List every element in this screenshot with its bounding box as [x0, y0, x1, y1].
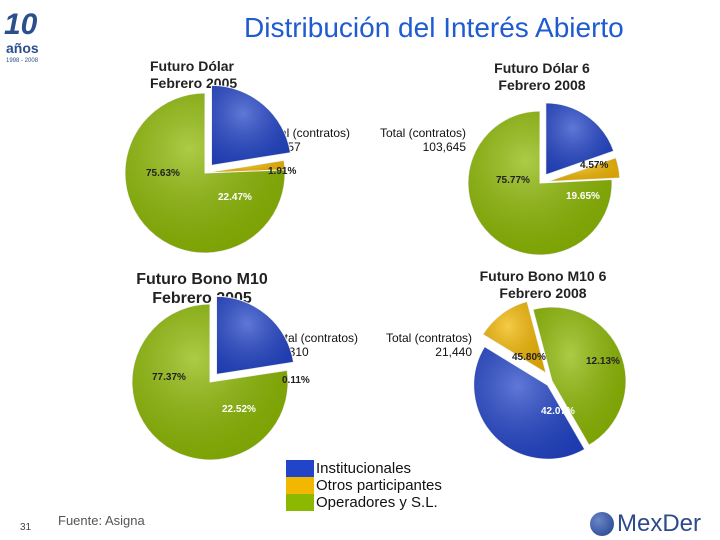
chart-title-dolar-2008: Futuro Dólar 6 Febrero 2008 — [494, 60, 590, 93]
label-b05-operadores: 77.37% — [152, 372, 186, 383]
total-label: Total (contratos) — [272, 331, 359, 345]
label-d05-institucionales: 22.47% — [218, 192, 252, 203]
chart-title-bono-2008: Futuro Bono M10 6 Febrero 2008 — [479, 268, 607, 301]
legend-label: Operadores y S.L. — [316, 494, 438, 511]
label-d08-otros: 4.57% — [580, 160, 609, 171]
page-title: Distribución del Interés Abierto — [244, 12, 624, 43]
pie-slice-shading — [547, 157, 620, 182]
legend-item-institucionales: Institucionales — [286, 460, 442, 477]
logo-number: 10 — [4, 8, 38, 41]
page-number: 31 — [20, 522, 32, 533]
pie-slice-shading — [132, 304, 288, 460]
pie-slice-shading — [545, 102, 614, 175]
pie-slice-shading — [532, 307, 626, 446]
anniversary-logo: 10 años 1998 - 2008 — [4, 8, 52, 66]
pie-slice-shading — [482, 301, 547, 373]
total-label: Total (contratos) — [379, 126, 466, 140]
legend-label: Otros participantes — [316, 477, 442, 494]
total-value: 103,645 — [422, 140, 466, 155]
pie-slice-shading — [216, 296, 294, 375]
label-b08-otros: 12.13% — [586, 356, 620, 367]
legend-label: Institucionales — [316, 460, 412, 477]
globe-icon — [590, 512, 614, 536]
total-dolar-2008: Total (contratos) 103,645 — [370, 126, 466, 155]
pie-slice-shading — [125, 93, 285, 253]
legend-swatch-institucionales — [286, 460, 314, 477]
legend-swatch-operadores — [286, 494, 314, 511]
pie-slice-shading — [473, 346, 585, 460]
label-b08-institucionales: 42.07% — [541, 406, 575, 417]
total-label: Total (contratos) — [385, 331, 472, 345]
label-b08-operadores: 45.80% — [512, 352, 546, 363]
legend-item-operadores: Operadores y S.L. — [286, 494, 442, 511]
mexder-logo: MexDer — [590, 510, 701, 538]
logo-text: MexDer — [617, 510, 702, 537]
logo-word: años — [6, 40, 39, 56]
label-b05-otros: 0.11% — [282, 375, 310, 386]
legend-item-otros: Otros participantes — [286, 477, 442, 494]
label-d05-operadores: 75.63% — [146, 168, 180, 179]
label-b05-institucionales: 22.52% — [222, 404, 256, 415]
legend-swatch-otros — [286, 477, 314, 494]
chart-legend: Institucionales Otros participantes Oper… — [286, 460, 442, 511]
logo-years: 1998 - 2008 — [6, 58, 39, 64]
label-d08-operadores: 75.77% — [496, 175, 530, 186]
pie-slice-shading — [468, 111, 612, 255]
total-bono-2008: Total (contratos) 21,440 — [378, 331, 472, 360]
pie-slice-shading — [205, 160, 285, 173]
pie-slice-shading — [211, 85, 291, 166]
label-d08-institucionales: 19.65% — [566, 191, 600, 202]
label-d05-otros: 1.91% — [268, 166, 297, 177]
source-note: Fuente: Asigna — [58, 513, 145, 528]
total-value: 21,440 — [435, 345, 472, 360]
